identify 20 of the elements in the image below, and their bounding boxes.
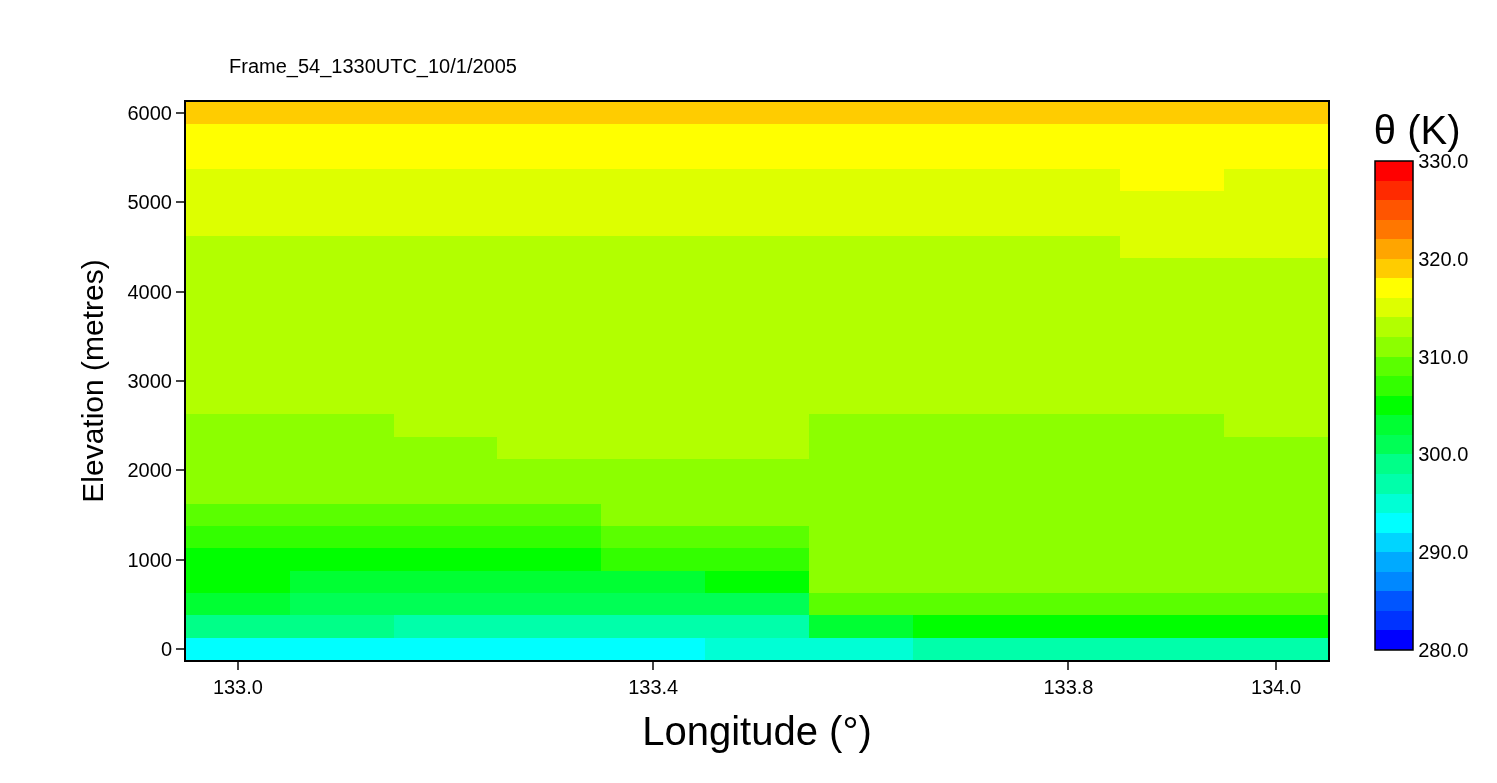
y-tick-label: 3000 — [127, 370, 172, 392]
color-bar-title: θ (K) — [1373, 108, 1461, 153]
color-bar-label: 310.0 — [1418, 345, 1469, 368]
y-axis-title: Elevation (metres) — [76, 259, 109, 503]
y-tick-label: 5000 — [127, 191, 172, 214]
x-tick-label: 133.8 — [1043, 676, 1094, 698]
x-axis-title: Longitude (°) — [642, 709, 872, 753]
y-tick-label: 6000 — [127, 102, 172, 125]
y-tick-label: 0 — [160, 637, 172, 660]
color-bar-label: 320.0 — [1418, 247, 1469, 270]
y-tick-label: 4000 — [127, 280, 172, 303]
x-tick-label: 133.4 — [628, 676, 679, 698]
color-bar-label: 280.0 — [1418, 639, 1469, 661]
color-bar-label: 290.0 — [1418, 541, 1469, 564]
chart-title: Frame_54_1330UTC_10/1/2005 — [229, 55, 517, 78]
color-bar-label: 300.0 — [1418, 443, 1469, 466]
y-tick-label: 2000 — [127, 459, 172, 482]
x-tick-label: 133.0 — [212, 676, 263, 698]
y-tick-label: 1000 — [127, 548, 172, 571]
x-tick-label: 134.0 — [1251, 676, 1302, 698]
